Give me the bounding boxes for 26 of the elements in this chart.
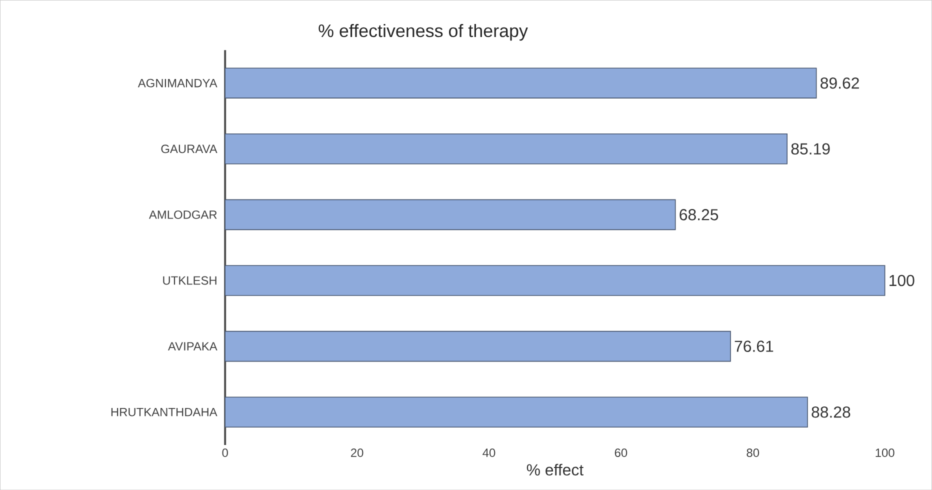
bar bbox=[224, 133, 788, 164]
y-tick-label: GAURAVA bbox=[161, 144, 218, 154]
data-label: 68.25 bbox=[680, 208, 718, 220]
x-tick-label: 20 bbox=[350, 448, 364, 457]
data-label: 88.28 bbox=[812, 406, 850, 418]
x-axis-title: % effect bbox=[526, 464, 584, 476]
bar bbox=[224, 199, 676, 230]
bar bbox=[224, 396, 808, 428]
y-tick-label: HRUTKANTHDAHA bbox=[111, 408, 218, 416]
y-tick-label: AMLODGAR bbox=[148, 210, 217, 219]
data-label: 85.19 bbox=[791, 143, 830, 154]
bar bbox=[224, 330, 731, 362]
x-tick-label: 100 bbox=[876, 448, 894, 457]
data-label: 76.61 bbox=[734, 340, 774, 352]
x-tick-label: 80 bbox=[746, 448, 760, 457]
bar bbox=[224, 68, 817, 98]
y-tick-label: AGNIMANDYA bbox=[138, 78, 218, 88]
bar bbox=[224, 265, 886, 296]
data-label: 100 bbox=[890, 274, 914, 286]
y-tick-label: UTKLESH bbox=[163, 276, 216, 285]
x-tick-label: 0 bbox=[222, 448, 228, 457]
y-tick-label: AVIPAKA bbox=[168, 342, 218, 350]
chart-title: % effectiveness of therapy bbox=[318, 24, 528, 41]
x-tick-label: 40 bbox=[482, 448, 496, 457]
data-label: 89.62 bbox=[820, 77, 859, 89]
x-tick-label: 60 bbox=[614, 448, 628, 457]
